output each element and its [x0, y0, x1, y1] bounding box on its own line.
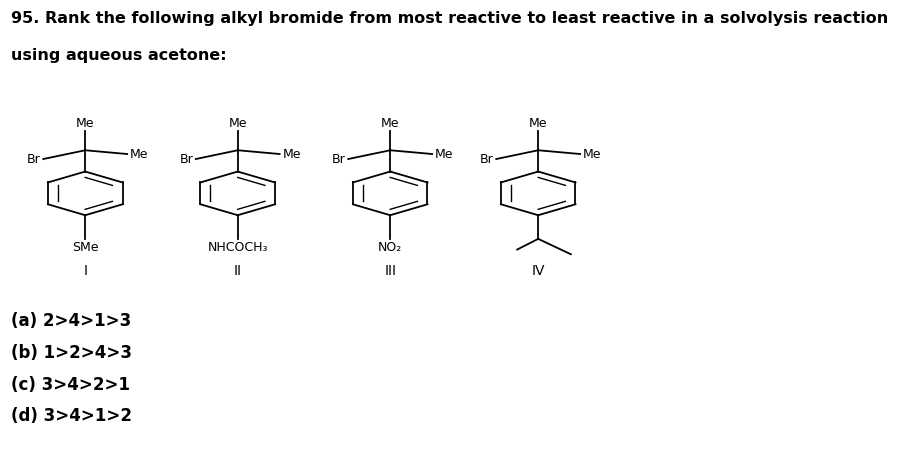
Text: using aqueous acetone:: using aqueous acetone:	[11, 48, 226, 63]
Text: Me: Me	[529, 117, 547, 130]
Text: SMe: SMe	[72, 241, 99, 254]
Text: 95. Rank the following alkyl bromide from most reactive to least reactive in a s: 95. Rank the following alkyl bromide fro…	[11, 11, 888, 26]
Text: III: III	[384, 264, 396, 278]
Text: I: I	[83, 264, 87, 278]
Text: IV: IV	[531, 264, 545, 278]
Text: Br: Br	[27, 152, 40, 166]
Text: Me: Me	[283, 147, 300, 161]
Text: Me: Me	[381, 117, 399, 130]
Text: Me: Me	[130, 147, 148, 161]
Text: Br: Br	[480, 152, 493, 166]
Text: NO₂: NO₂	[378, 241, 403, 254]
Text: Me: Me	[583, 147, 601, 161]
Text: Br: Br	[332, 152, 345, 166]
Text: Me: Me	[229, 117, 247, 130]
Text: (d) 3>4>1>2: (d) 3>4>1>2	[11, 407, 132, 425]
Text: (c) 3>4>2>1: (c) 3>4>2>1	[11, 375, 130, 394]
Text: Br: Br	[179, 152, 193, 166]
Text: Me: Me	[76, 117, 94, 130]
Text: NHCOCH₃: NHCOCH₃	[207, 241, 268, 254]
Text: II: II	[234, 264, 241, 278]
Text: Me: Me	[435, 147, 453, 161]
Text: (b) 1>2>4>3: (b) 1>2>4>3	[11, 344, 132, 362]
Text: (a) 2>4>1>3: (a) 2>4>1>3	[11, 312, 131, 330]
